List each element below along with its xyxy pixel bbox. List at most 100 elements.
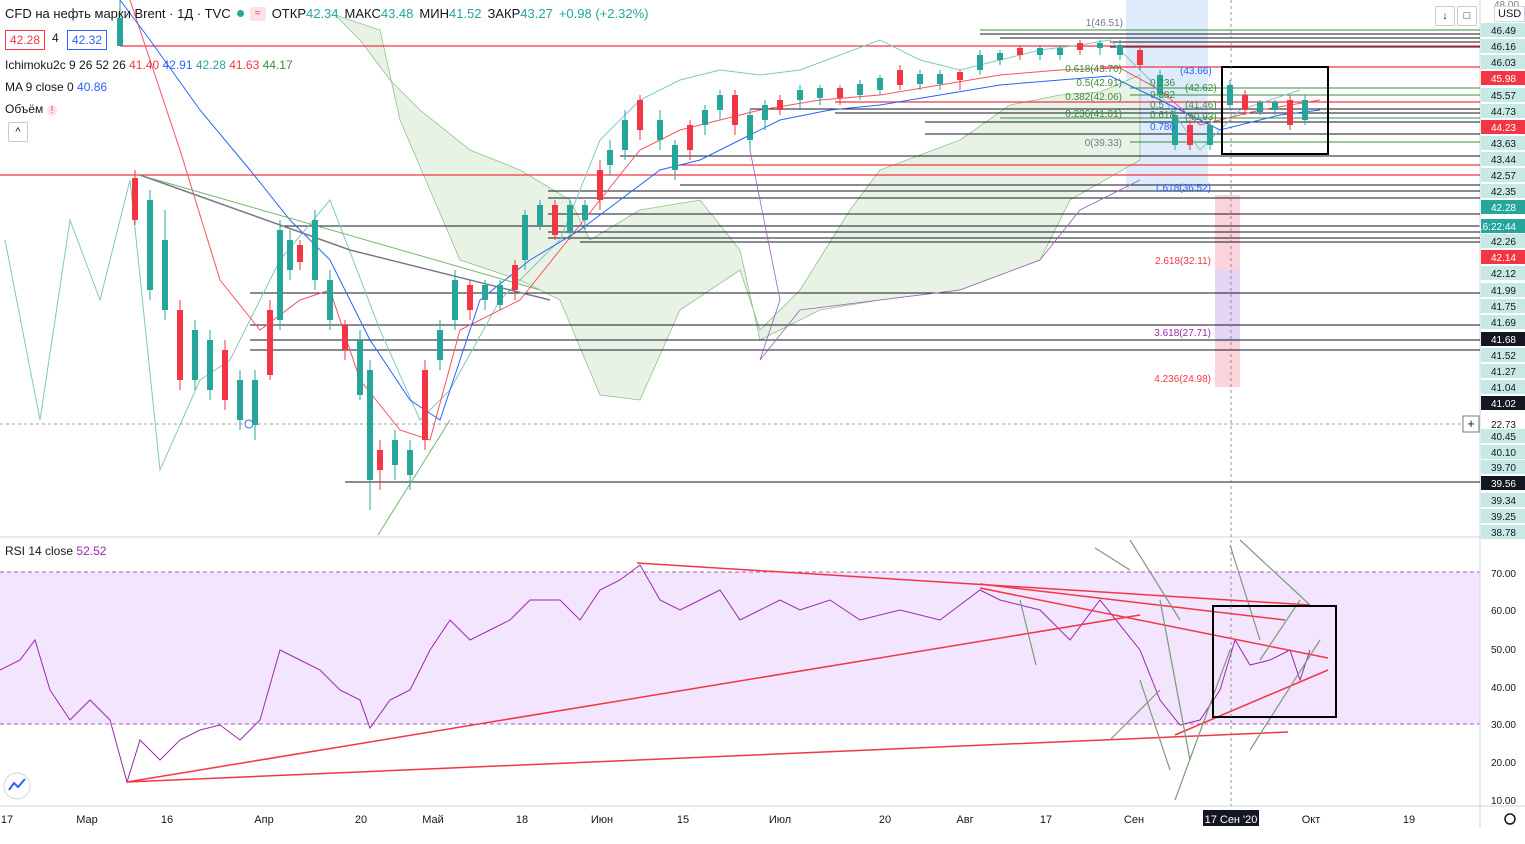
candle-body xyxy=(117,18,123,46)
low-label: МИН xyxy=(419,6,449,21)
rsi-fan-line xyxy=(1249,639,1321,751)
candle-body xyxy=(367,370,373,480)
candle-body xyxy=(687,125,693,150)
fib-red-block-2 xyxy=(1215,342,1240,387)
buy-button[interactable]: 42.32 xyxy=(67,30,108,50)
candle-body xyxy=(522,215,528,260)
candle-body xyxy=(657,120,663,140)
price-tag xyxy=(1481,429,1525,443)
rsi-tick-label: 20.00 xyxy=(1491,758,1516,769)
ma-legend[interactable]: MA 9 close 0 40.86 xyxy=(5,80,107,94)
rsi-tick-label: 70.00 xyxy=(1491,569,1516,580)
price-tag xyxy=(1481,445,1525,459)
gear-icon[interactable] xyxy=(1504,813,1516,825)
candle-body xyxy=(1077,43,1083,50)
rsi-fan-line xyxy=(1239,539,1311,606)
volume-legend[interactable]: Объём ! xyxy=(5,102,58,116)
candle-body xyxy=(422,370,428,440)
candle-body xyxy=(552,205,558,235)
candle-body xyxy=(357,340,363,395)
fib-partial-label: (43.66) xyxy=(1180,66,1212,77)
rsi-fan-line xyxy=(1109,689,1161,741)
highlight-box-rsi xyxy=(1212,605,1337,718)
low-value: 41.52 xyxy=(448,6,482,21)
plus-icon[interactable]: + xyxy=(1467,416,1475,431)
candles xyxy=(117,0,1308,510)
square-icon: □ xyxy=(1463,10,1471,22)
rsi-line xyxy=(0,564,1311,784)
compare-icon[interactable]: ≈ xyxy=(249,6,266,21)
close-value: 43.27 xyxy=(520,6,553,21)
time-tick-label: Окт xyxy=(1302,814,1321,826)
candle-body xyxy=(732,95,738,125)
price-tag xyxy=(1481,55,1525,69)
price-tag xyxy=(1481,525,1525,539)
collapse-legend-button[interactable]: ^ xyxy=(8,122,28,142)
ichimoku-legend[interactable]: Ichimoku2c 9 26 52 26 41.40 42.91 42.28 … xyxy=(5,58,293,72)
candle-body xyxy=(297,245,303,262)
time-tick-label: Июл xyxy=(769,814,791,826)
fib-label: 1.618(36.52) xyxy=(1154,183,1211,194)
open-label: ОТКР xyxy=(271,6,306,21)
candle-body xyxy=(582,205,588,220)
candle-body xyxy=(797,90,803,100)
trend-line xyxy=(139,174,551,301)
price-tick-label: 42.35 xyxy=(1491,187,1516,198)
price-tag xyxy=(1481,120,1525,134)
candle-body xyxy=(1302,100,1308,120)
time-tick-label: 17 Сен '20 xyxy=(1205,814,1258,826)
time-tick-label: 15 xyxy=(677,814,689,826)
candle-body xyxy=(147,200,153,290)
candle-body xyxy=(342,325,348,350)
symbol-title[interactable]: CFD на нефть марки Brent · 1Д · TVC xyxy=(5,6,231,21)
candle-body xyxy=(857,84,863,95)
price-tick-label: 39.34 xyxy=(1491,496,1516,507)
candle-body xyxy=(1097,43,1103,48)
time-tick-label: 17 xyxy=(1040,814,1052,826)
price-tag xyxy=(1481,39,1525,53)
fib-purple-block xyxy=(1215,270,1240,342)
fullscreen-button[interactable]: □ xyxy=(1457,6,1477,26)
price-tick-label: 43.44 xyxy=(1491,155,1516,166)
candle-body xyxy=(277,230,283,320)
candle-body xyxy=(407,450,413,475)
candle-body xyxy=(622,120,628,150)
rsi-legend[interactable]: RSI 14 close 52.52 xyxy=(5,544,106,558)
rsi-tick-label: 10.00 xyxy=(1491,796,1516,807)
price-tick-label: 46.16 xyxy=(1491,42,1516,53)
rsi-fan-line xyxy=(1094,547,1131,571)
candle-body xyxy=(312,220,318,280)
candle-body xyxy=(482,285,488,300)
price-tag xyxy=(1481,364,1525,378)
tv-logo-icon xyxy=(8,778,26,791)
warning-icon[interactable]: ! xyxy=(46,105,58,116)
price-tick-label: 42.12 xyxy=(1491,269,1516,280)
time-tick-label: 17 xyxy=(1,814,13,826)
market-status-icon xyxy=(236,10,244,17)
ichimoku-v2: 42.91 xyxy=(162,58,193,72)
price-tag xyxy=(1481,509,1525,523)
price-tick-label: 40.45 xyxy=(1491,432,1516,443)
price-tick-label: 41.99 xyxy=(1491,286,1516,297)
price-tick-label: 40.10 xyxy=(1491,448,1516,459)
ma-label: MA 9 close 0 xyxy=(5,80,74,94)
candle-body xyxy=(837,88,843,98)
scroll-down-button[interactable]: ↓ xyxy=(1435,6,1455,26)
time-tick-label: 16 xyxy=(161,814,173,826)
open-value: 42.34 xyxy=(305,6,339,21)
candle-body xyxy=(997,53,1003,60)
price-tag xyxy=(1481,315,1525,329)
date-tag xyxy=(1203,810,1259,826)
candle-body xyxy=(1017,48,1023,55)
sell-button[interactable]: 42.28 xyxy=(5,30,46,50)
rsi-trend-line xyxy=(979,587,1329,659)
quantity-value[interactable]: 4 xyxy=(52,31,59,45)
time-tick-label: Апр xyxy=(254,814,273,826)
currency-label[interactable]: USD xyxy=(1494,6,1525,22)
candle-body xyxy=(1207,125,1213,145)
candle-body xyxy=(1117,45,1123,55)
candle-body xyxy=(607,150,613,165)
price-tag xyxy=(1481,348,1525,362)
add-level-button[interactable] xyxy=(1462,415,1480,433)
